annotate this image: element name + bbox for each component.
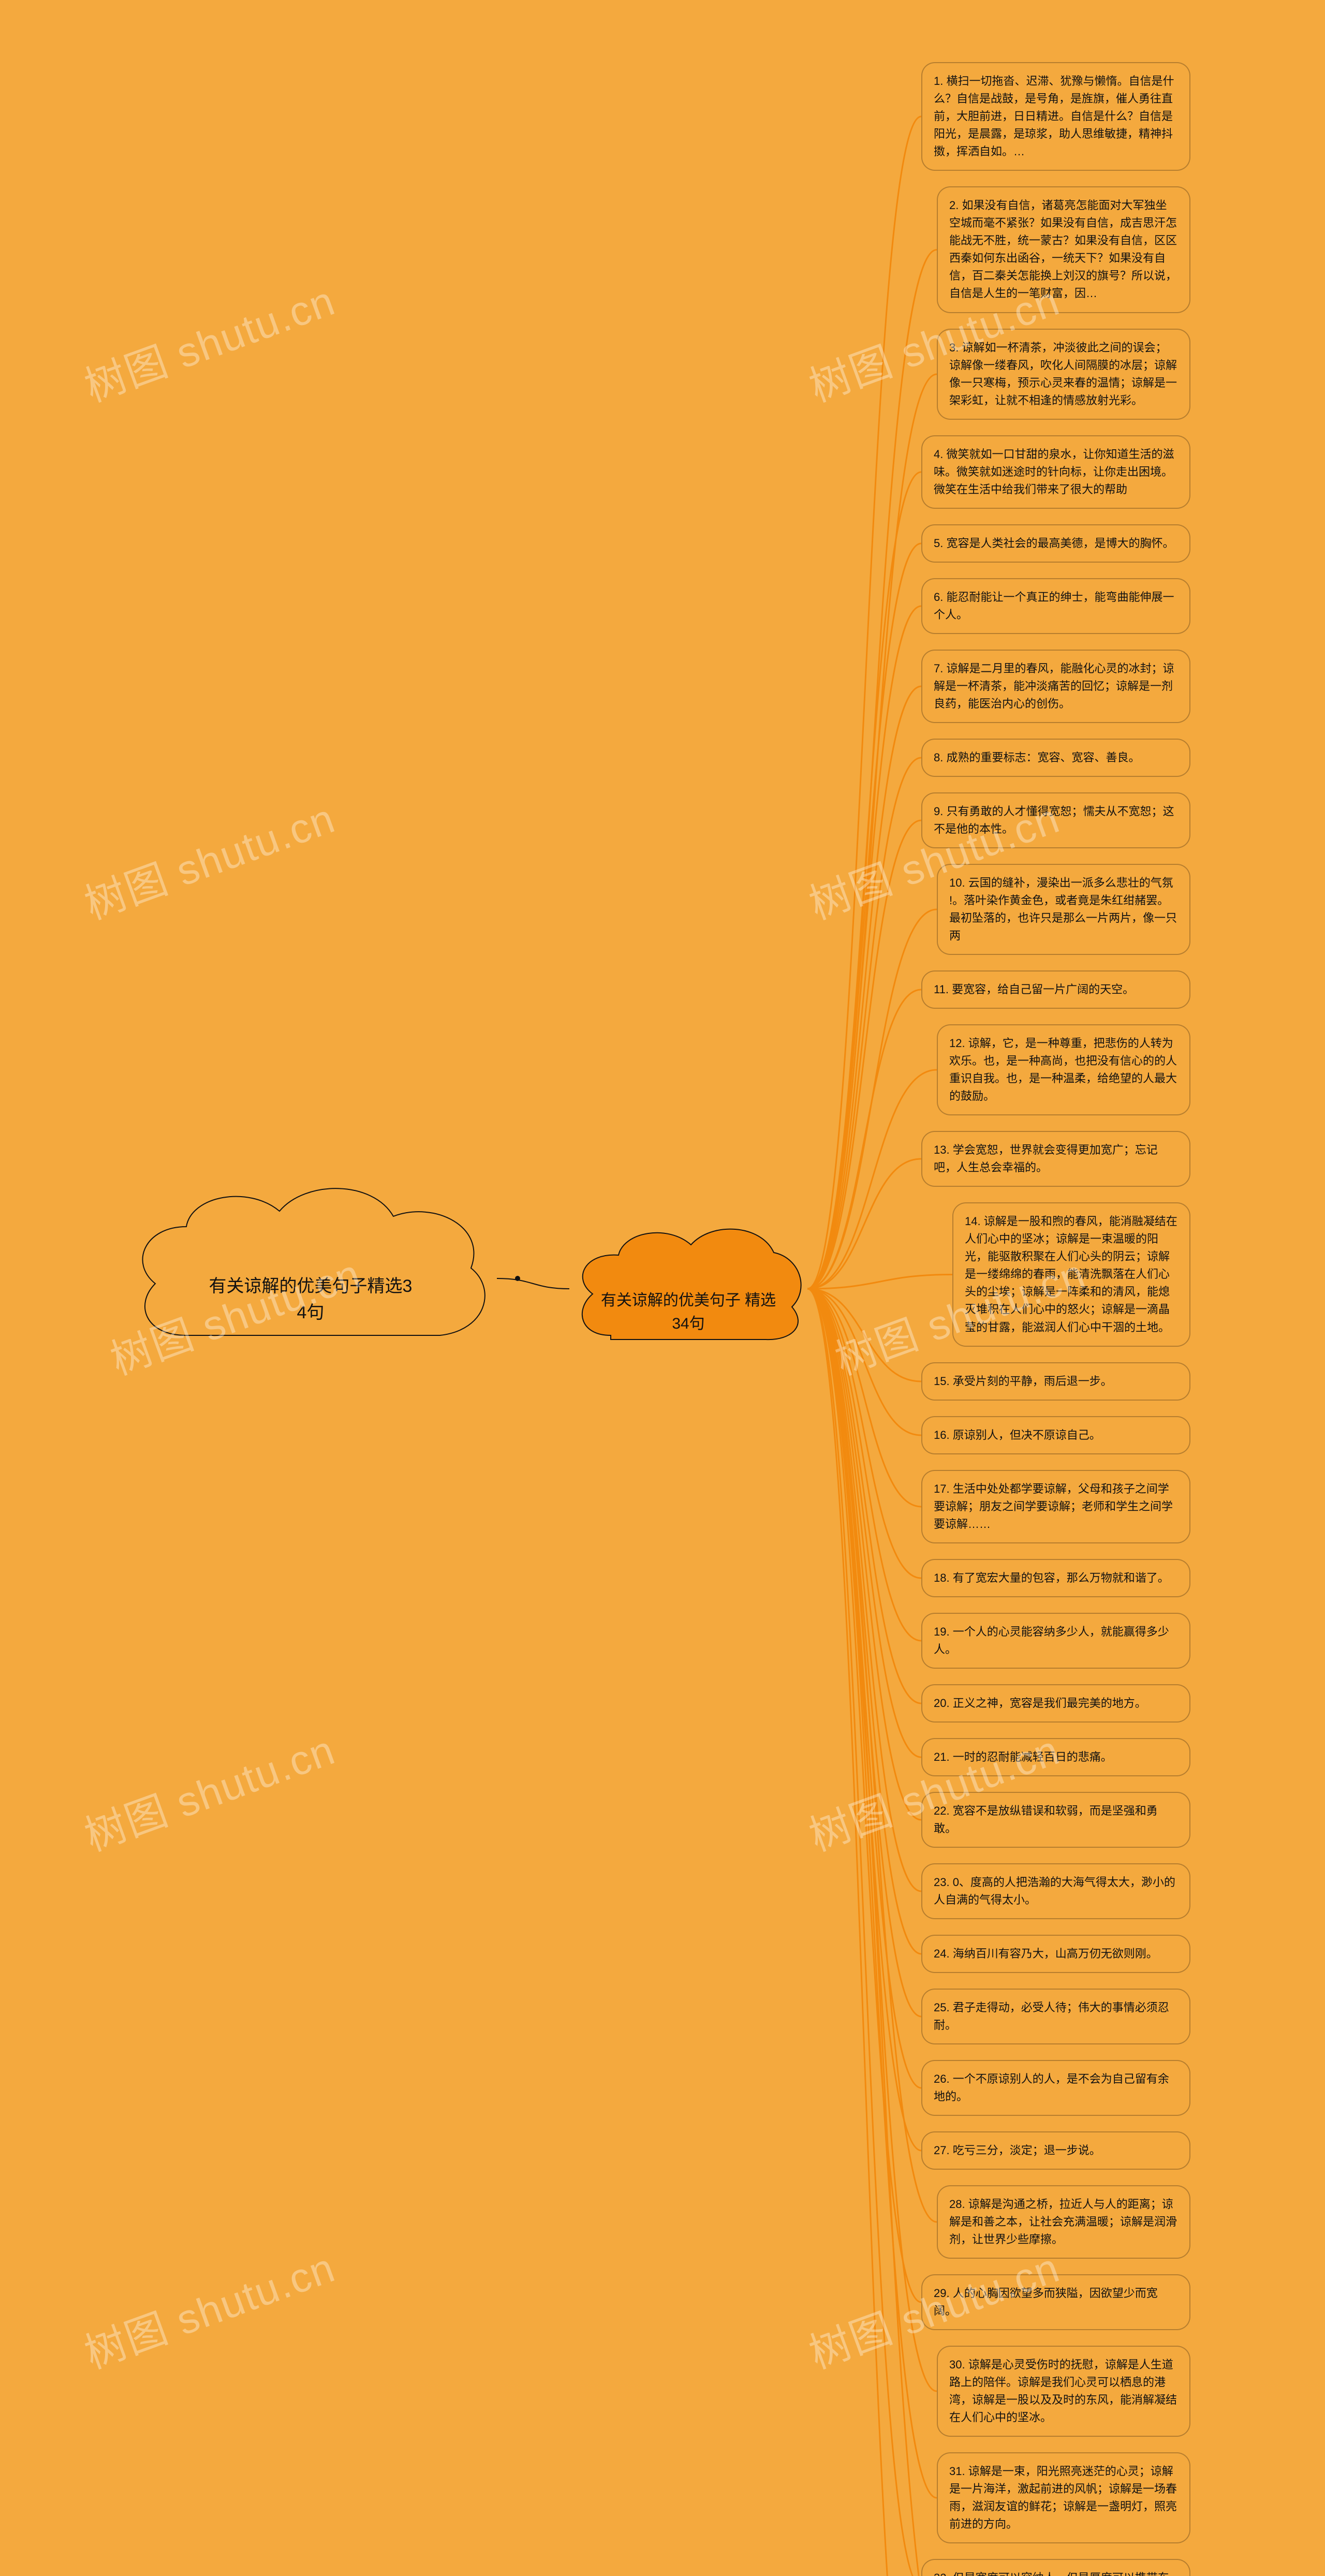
leaf-node: 10. 云国的缝补，漫染出一派多么悲壮的气氛 !。落叶染作黄金色，或者竟是朱红绀… [937,864,1190,955]
leaf-node: 8. 成熟的重要标志：宽容、宽容、善良。 [921,739,1190,777]
leaf-node: 31. 谅解是一束，阳光照亮迷茫的心灵；谅解是一片海洋，激起前进的风帆；谅解是一… [937,2452,1190,2543]
leaf-node: 21. 一时的忍耐能减轻百日的悲痛。 [921,1738,1190,1776]
leaf-node: 1. 横扫一切拖沓、迟滞、犹豫与懒惰。自信是什么？自信是战鼓，是号角，是旌旗，催… [921,62,1190,171]
leaf-node: 11. 要宽容，给自己留一片广阔的天空。 [921,970,1190,1009]
leaf-node: 16. 原谅别人，但决不原谅自己。 [921,1416,1190,1454]
leaf-node: 29. 人的心胸因欲望多而狭隘，因欲望少而宽阔。 [921,2274,1190,2330]
leaf-node: 9. 只有勇敢的人才懂得宽恕；懦夫从不宽恕；这不是他的本性。 [921,792,1190,848]
watermark: 树图 shutu.cn [75,2234,342,2380]
watermark: 树图 shutu.cn [75,268,342,414]
leaf-node: 17. 生活中处处都学要谅解，父母和孩子之间学要谅解；朋友之间学要谅解；老师和学… [921,1470,1190,1543]
root-title: 有关谅解的优美句子精选3 4句 [186,1273,435,1326]
leaf-node: 25. 君子走得动，必受人待；伟大的事情必须忍耐。 [921,1989,1190,2044]
watermark: 树图 shutu.cn [75,785,342,931]
root-cloud: 有关谅解的优美句子精选3 4句 [124,1170,497,1387]
leaf-node: 5. 宽容是人类社会的最高美德，是博大的胸怀。 [921,524,1190,563]
leaf-node: 7. 谅解是二月里的春风，能融化心灵的冰封；谅解是一杯清茶，能冲淡痛苦的回忆；谅… [921,650,1190,723]
leaf-node: 32. 但是宽度可以容纳人，但是厚度可以携带东西。 [921,2559,1190,2576]
leaf-node: 27. 吃亏三分，淡定；退一步说。 [921,2131,1190,2170]
leaf-node: 3. 谅解如一杯清茶，冲淡彼此之间的误会；谅解像一缕春风，吹化人间隔膜的冰层；谅… [937,329,1190,420]
leaf-node: 26. 一个不原谅别人的人，是不会为自己留有余地的。 [921,2060,1190,2116]
leaf-node: 20. 正义之神，宽容是我们最完美的地方。 [921,1684,1190,1723]
leaf-node: 2. 如果没有自信，诸葛亮怎能面对大军独坐空城而毫不紧张？如果没有自信，成吉思汗… [937,186,1190,313]
leaf-node: 30. 谅解是心灵受伤时的抚慰，谅解是人生道路上的陪伴。谅解是我们心灵可以栖息的… [937,2346,1190,2437]
leaf-node: 15. 承受片刻的平静，雨后退一步。 [921,1362,1190,1401]
leaf-node: 19. 一个人的心灵能容纳多少人，就能赢得多少人。 [921,1613,1190,1669]
leaf-node: 4. 微笑就如一口甘甜的泉水，让你知道生活的滋味。微笑就如迷途时的针向标，让你走… [921,435,1190,509]
mid-title: 有关谅解的优美句子 精选34句 [600,1289,776,1335]
leaf-node: 18. 有了宽宏大量的包容，那么万物就和谐了。 [921,1559,1190,1597]
leaf-node: 22. 宽容不是放纵错误和软弱，而是坚强和勇敢。 [921,1792,1190,1848]
leaf-node: 23. 0、度高的人把浩瀚的大海气得太大，渺小的人自满的气得太小。 [921,1863,1190,1919]
leaf-node: 24. 海纳百川有容乃大，山高万仞无欲则刚。 [921,1935,1190,1973]
leaf-node: 28. 谅解是沟通之桥，拉近人与人的距离；谅解是和善之本，让社会充满温暖；谅解是… [937,2185,1190,2259]
mid-cloud: 有关谅解的优美句子 精选34句 [569,1211,807,1366]
leaf-node: 12. 谅解，它，是一种尊重，把悲伤的人转为欢乐。也，是一种高尚，也把没有信心的… [937,1024,1190,1115]
leaf-node: 13. 学会宽恕，世界就会变得更加宽广；忘记吧，人生总会幸福的。 [921,1131,1190,1187]
leaf-node: 6. 能忍耐能让一个真正的绅士，能弯曲能伸展一个人。 [921,578,1190,634]
watermark: 树图 shutu.cn [75,1717,342,1863]
leaf-node: 14. 谅解是一股和煦的春风，能消融凝结在人们心中的坚冰；谅解是一束温暖的阳光，… [952,1202,1190,1347]
